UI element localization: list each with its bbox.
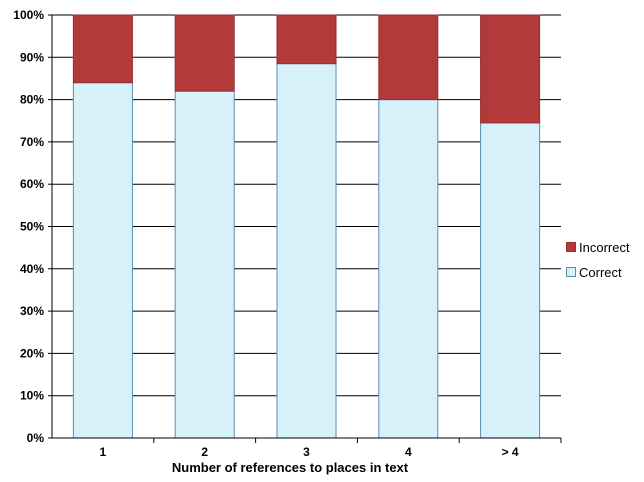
x-tick-label: 2	[201, 445, 208, 459]
bar-incorrect	[276, 14, 337, 65]
y-tick-label: 0%	[27, 431, 45, 445]
bar-incorrect	[378, 14, 439, 101]
legend-swatch-incorrect	[566, 242, 576, 252]
y-tick-label: 50%	[20, 220, 44, 234]
axis-layer: 0% 10% 20% 30% 40% 50% 60% 70% 80% 90% 100% 1 2 3 4 > 4	[13, 8, 562, 459]
y-tick-label: 80%	[20, 93, 44, 107]
y-tick-label: 20%	[20, 346, 44, 360]
bar-incorrect	[480, 14, 541, 124]
y-tick-label: 70%	[20, 135, 44, 149]
bar-correct	[174, 90, 235, 439]
legend-label-correct: Correct	[579, 264, 622, 280]
x-tick-label: 4	[405, 445, 412, 459]
x-tick-label: 3	[303, 445, 310, 459]
y-tick-label: 30%	[20, 304, 44, 318]
legend-swatch-correct	[566, 267, 576, 277]
y-tick-label: 100%	[13, 8, 44, 22]
bar-incorrect	[174, 14, 235, 92]
legend-item-incorrect: Incorrect	[566, 238, 644, 256]
y-tick-label: 10%	[20, 389, 44, 403]
y-tick-label: 90%	[20, 50, 44, 64]
bar-incorrect	[72, 14, 133, 84]
bar-correct	[276, 63, 337, 439]
y-tick-label: 40%	[20, 262, 44, 276]
bar-correct	[378, 99, 439, 439]
legend-item-correct: Correct	[566, 263, 644, 281]
x-tick-label: > 4	[502, 445, 519, 459]
legend: Incorrect Correct	[566, 238, 644, 288]
x-axis-title: Number of references to places in text	[172, 460, 409, 475]
bar-correct	[480, 122, 541, 439]
bar-correct	[72, 82, 133, 439]
legend-label-incorrect: Incorrect	[579, 239, 630, 255]
y-tick-label: 60%	[20, 177, 44, 191]
x-tick-label: 1	[100, 445, 107, 459]
